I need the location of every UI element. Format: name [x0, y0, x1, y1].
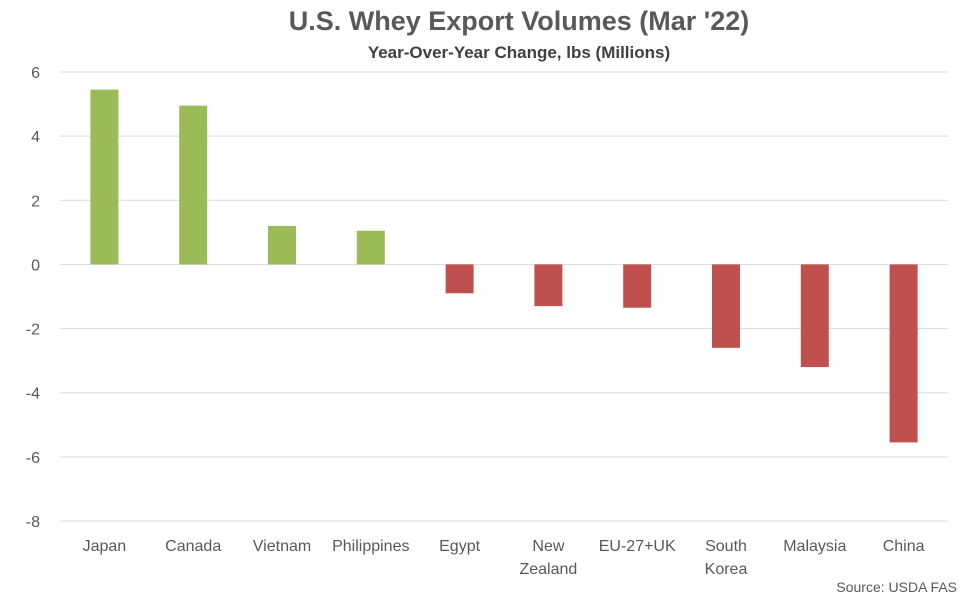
gridlines [60, 71, 948, 522]
bar-china [889, 264, 918, 443]
x-tick-label: Canada [165, 538, 221, 555]
chart-subtitle: Year-Over-Year Change, lbs (Millions) [367, 43, 671, 62]
source-note: Source: USDA FAS [836, 579, 957, 595]
x-tick-label: Japan [83, 538, 127, 555]
y-tick-label: 2 [31, 193, 40, 210]
x-tick-label: South Korea [705, 538, 748, 578]
y-tick-label: -2 [26, 322, 40, 339]
x-tick-label: Egypt [439, 538, 480, 555]
bar-canada [179, 105, 208, 265]
bar-egypt [445, 264, 474, 294]
x-tick-label: China [883, 538, 925, 555]
x-tick-label: EU-27+UK [599, 538, 676, 555]
bar-eu-27-uk [623, 264, 652, 308]
x-tick-label: Malaysia [783, 538, 846, 555]
chart-title: U.S. Whey Export Volumes (Mar '22) [288, 6, 750, 36]
x-tick-label: New Zealand [519, 538, 577, 578]
bar-new-zealand [534, 264, 563, 307]
y-tick-label: -4 [26, 386, 40, 403]
bar-malaysia [800, 264, 829, 368]
bars [90, 89, 918, 443]
bar-south-korea [712, 264, 740, 348]
bar-japan [90, 89, 119, 265]
y-tick-label: 0 [31, 257, 40, 274]
bar-philippines [356, 230, 385, 265]
y-axis-ticks: 6 4 2 0 -2 -4 -6 -8 [26, 65, 40, 531]
y-tick-label: -6 [26, 450, 40, 467]
x-axis-labels: Japan Canada Vietnam Philippines Egypt New Zea… [83, 538, 925, 578]
x-tick-label: Vietnam [253, 538, 311, 555]
x-tick-label: Philippines [332, 538, 409, 555]
bar-vietnam [268, 225, 296, 265]
y-tick-label: -8 [26, 514, 40, 531]
y-tick-label: 4 [31, 129, 40, 146]
y-tick-label: 6 [31, 65, 40, 82]
